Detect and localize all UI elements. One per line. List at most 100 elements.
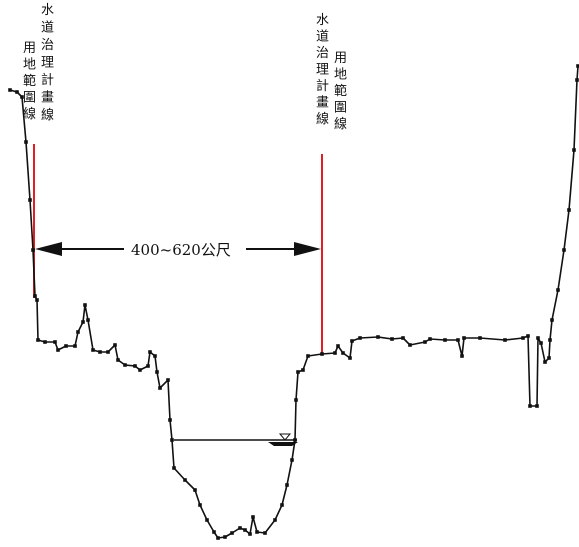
survey-point xyxy=(116,358,120,362)
survey-point xyxy=(81,320,85,324)
survey-point xyxy=(358,336,362,340)
survey-point xyxy=(543,360,547,364)
water-level-marker xyxy=(278,433,292,441)
survey-point xyxy=(263,531,267,535)
survey-point xyxy=(64,344,68,348)
survey-point xyxy=(390,337,394,341)
survey-point xyxy=(83,303,87,307)
survey-point xyxy=(148,350,152,354)
survey-point xyxy=(408,343,412,347)
survey-point xyxy=(230,531,234,535)
survey-point xyxy=(168,418,172,422)
survey-points xyxy=(8,64,579,540)
survey-point xyxy=(138,368,142,372)
survey-point xyxy=(460,354,464,358)
survey-point xyxy=(562,248,566,252)
right-label-plan-line: 水道治理計畫線 xyxy=(316,13,329,127)
dimension-label: 400~620公尺 xyxy=(131,241,231,259)
survey-point xyxy=(43,340,47,344)
survey-point xyxy=(333,351,337,355)
survey-point xyxy=(248,532,252,536)
survey-point xyxy=(223,535,227,539)
survey-point xyxy=(423,340,427,344)
survey-point xyxy=(198,503,202,507)
survey-point xyxy=(123,363,127,367)
survey-point xyxy=(238,526,242,530)
survey-point xyxy=(350,339,354,343)
survey-point xyxy=(556,288,560,292)
survey-point xyxy=(31,248,35,252)
survey-point xyxy=(478,336,482,340)
survey-point xyxy=(243,528,247,532)
survey-point xyxy=(336,344,340,348)
left-label-plan-line: 水道治理計畫線 xyxy=(41,3,54,123)
survey-point xyxy=(98,350,102,354)
survey-point xyxy=(428,337,432,341)
survey-point xyxy=(462,336,466,340)
survey-point xyxy=(550,318,554,322)
survey-point xyxy=(166,378,170,382)
dimension-arrow-left xyxy=(35,242,62,256)
terrain-profile xyxy=(9,65,579,539)
survey-point xyxy=(528,404,532,408)
dimension-arrow-right xyxy=(294,242,321,256)
survey-point xyxy=(575,78,579,82)
survey-point xyxy=(56,348,60,352)
survey-point xyxy=(251,515,255,519)
survey-point xyxy=(348,356,352,360)
survey-point xyxy=(216,536,220,540)
survey-point xyxy=(301,368,305,372)
survey-point xyxy=(183,478,187,482)
survey-point xyxy=(8,88,12,92)
survey-point xyxy=(285,483,289,487)
survey-point xyxy=(273,518,277,522)
survey-point xyxy=(35,298,39,302)
survey-point xyxy=(294,398,298,402)
survey-point xyxy=(133,364,137,368)
survey-point xyxy=(536,336,540,340)
left-label-land-boundary: 用地範圍線 xyxy=(23,41,36,122)
survey-point xyxy=(296,370,300,374)
survey-point xyxy=(24,140,28,144)
survey-point xyxy=(320,352,324,356)
survey-point xyxy=(20,95,24,99)
survey-point xyxy=(91,348,95,352)
survey-point xyxy=(376,335,380,339)
survey-point xyxy=(290,458,294,462)
right-label-land-boundary: 用地範圍線 xyxy=(334,51,347,132)
survey-point xyxy=(280,503,284,507)
survey-point xyxy=(572,148,576,152)
survey-point xyxy=(170,438,174,442)
survey-point xyxy=(401,336,405,340)
survey-point xyxy=(526,334,530,338)
survey-point xyxy=(73,344,77,348)
survey-point xyxy=(146,364,150,368)
survey-point xyxy=(456,338,460,342)
survey-point xyxy=(212,530,216,534)
survey-point xyxy=(443,338,447,342)
survey-point xyxy=(172,466,176,470)
survey-point xyxy=(205,518,209,522)
survey-point xyxy=(547,356,551,360)
survey-point xyxy=(539,341,543,345)
survey-point xyxy=(153,354,157,358)
survey-point xyxy=(521,336,525,340)
survey-point xyxy=(15,90,19,94)
survey-point xyxy=(28,198,32,202)
survey-point xyxy=(576,64,579,68)
survey-point xyxy=(113,343,117,347)
survey-point xyxy=(548,338,552,342)
survey-point xyxy=(158,386,162,390)
survey-point xyxy=(193,488,197,492)
survey-point xyxy=(567,208,571,212)
survey-point xyxy=(86,318,90,322)
survey-point xyxy=(155,370,159,374)
water-surface xyxy=(174,433,298,446)
survey-point xyxy=(503,338,507,342)
width-dimension: 400~620公尺 xyxy=(35,241,321,259)
survey-point xyxy=(306,354,310,358)
survey-point xyxy=(76,330,80,334)
survey-point xyxy=(33,294,37,298)
survey-point xyxy=(293,438,297,442)
